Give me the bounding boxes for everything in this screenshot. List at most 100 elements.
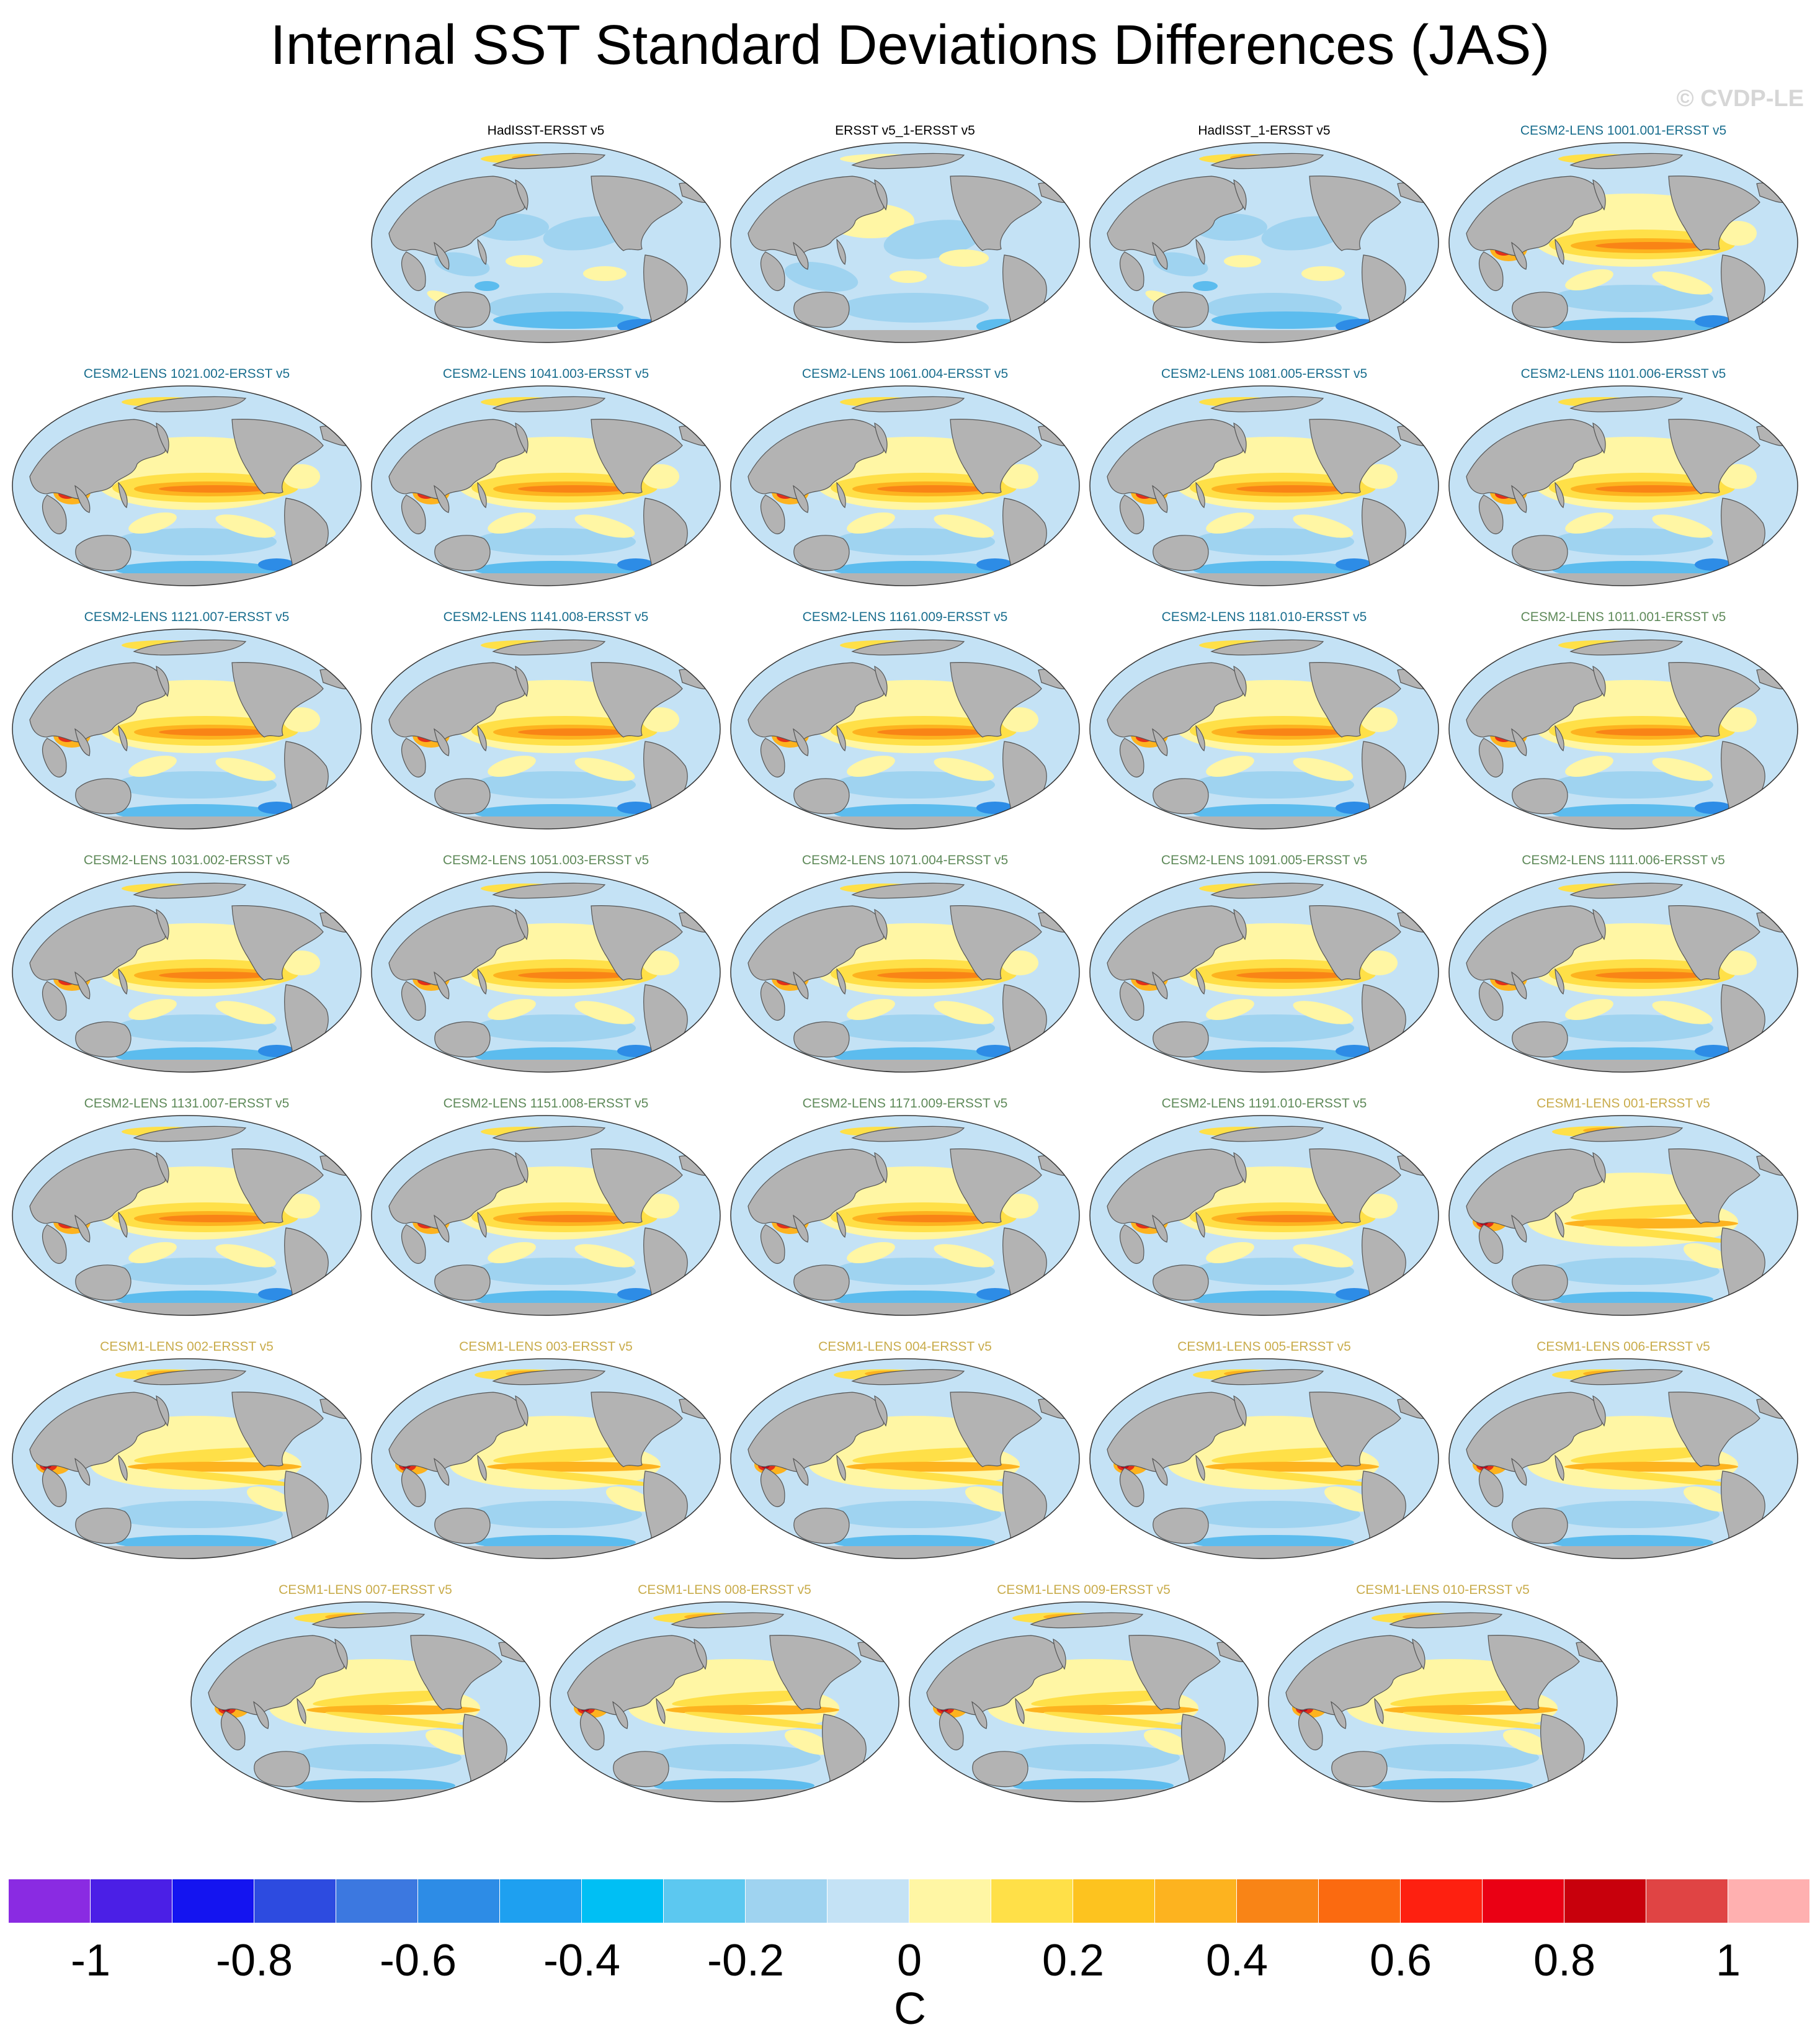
panel-label: CESM2-LENS 1161.009-ERSST v5 — [802, 610, 1008, 624]
colorbar-swatch — [1237, 1879, 1319, 1923]
panel-label: CESM1-LENS 002-ERSST v5 — [100, 1340, 274, 1354]
sst-difference-map — [550, 1601, 899, 1802]
panel-label: CESM1-LENS 010-ERSST v5 — [1356, 1583, 1530, 1597]
panel-label: CESM1-LENS 007-ERSST v5 — [279, 1583, 452, 1597]
panel-label: CESM1-LENS 008-ERSST v5 — [638, 1583, 811, 1597]
sst-difference-map — [12, 1358, 362, 1559]
sst-difference-map — [371, 385, 721, 586]
map-panel: CESM2-LENS 1101.006-ERSST v5 — [1447, 366, 1800, 612]
colorbar-swatch — [1155, 1879, 1237, 1923]
map-panel: CESM2-LENS 1131.007-ERSST v5 — [10, 1096, 364, 1341]
sst-difference-map — [1268, 1601, 1618, 1802]
map-panel: CESM1-LENS 003-ERSST v5 — [369, 1339, 723, 1585]
sst-difference-map — [371, 629, 721, 830]
colorbar-tick-label: 0.2 — [1042, 1936, 1105, 1985]
panel-label: CESM2-LENS 1091.005-ERSST v5 — [1161, 853, 1368, 867]
panel-label: CESM2-LENS 1051.003-ERSST v5 — [442, 853, 649, 867]
colorbar-tick-label: -0.6 — [379, 1936, 457, 1985]
panel-label: CESM2-LENS 1151.008-ERSST v5 — [443, 1096, 649, 1111]
colorbar-tick-label: -0.2 — [707, 1936, 785, 1985]
colorbar — [9, 1879, 1810, 1923]
colorbar-swatch — [91, 1879, 172, 1923]
panel-label: CESM1-LENS 004-ERSST v5 — [818, 1340, 992, 1354]
panel-label: CESM1-LENS 003-ERSST v5 — [459, 1340, 633, 1354]
panel-label: CESM2-LENS 1131.007-ERSST v5 — [84, 1096, 290, 1111]
sst-difference-map — [12, 872, 362, 1073]
sst-difference-map — [1089, 1358, 1439, 1559]
panel-label: CESM2-LENS 1061.004-ERSST v5 — [801, 367, 1009, 381]
colorbar-swatch — [1646, 1879, 1728, 1923]
sst-difference-map — [1448, 142, 1798, 343]
map-panel: CESM2-LENS 1171.009-ERSST v5 — [728, 1096, 1082, 1341]
panel-label: HadISST-ERSST v5 — [487, 123, 605, 138]
colorbar-swatch — [1401, 1879, 1483, 1923]
sst-difference-map — [730, 872, 1080, 1073]
watermark: © CVDP-LE — [1676, 86, 1804, 112]
map-panel: CESM1-LENS 005-ERSST v5 — [1087, 1339, 1441, 1585]
sst-difference-map — [1448, 1115, 1798, 1316]
map-panel: CESM2-LENS 1071.004-ERSST v5 — [728, 852, 1082, 1098]
map-panel: CESM2-LENS 1111.006-ERSST v5 — [1447, 852, 1800, 1098]
colorbar-swatch — [1483, 1879, 1564, 1923]
map-panel: CESM1-LENS 006-ERSST v5 — [1447, 1339, 1800, 1585]
map-panel: CESM1-LENS 001-ERSST v5 — [1447, 1096, 1800, 1341]
map-panel: CESM2-LENS 1031.002-ERSST v5 — [10, 852, 364, 1098]
colorbar-swatch — [1319, 1879, 1401, 1923]
map-panel: CESM1-LENS 010-ERSST v5 — [1266, 1582, 1620, 1828]
panel-label: CESM2-LENS 1111.006-ERSST v5 — [1522, 853, 1725, 867]
sst-difference-map — [909, 1601, 1259, 1802]
map-panel: CESM2-LENS 1151.008-ERSST v5 — [369, 1096, 723, 1341]
panel-label: CESM2-LENS 1041.003-ERSST v5 — [442, 367, 649, 381]
sst-difference-map — [371, 142, 721, 343]
panel-label: CESM1-LENS 005-ERSST v5 — [1177, 1340, 1351, 1354]
panel-label: CESM2-LENS 1011.001-ERSST v5 — [1520, 610, 1726, 624]
colorbar-swatch — [500, 1879, 582, 1923]
map-panel: HadISST_1-ERSST v5 — [1087, 123, 1441, 369]
map-panel: CESM2-LENS 1051.003-ERSST v5 — [369, 852, 723, 1098]
colorbar-swatch — [991, 1879, 1073, 1923]
sst-difference-map — [1448, 1358, 1798, 1559]
sst-difference-map — [1089, 142, 1439, 343]
colorbar-tick-label: 0.4 — [1205, 1936, 1269, 1985]
colorbar-swatch — [1564, 1879, 1646, 1923]
sst-difference-map — [12, 629, 362, 830]
panel-label: CESM2-LENS 1031.002-ERSST v5 — [83, 853, 290, 867]
sst-difference-map — [1089, 385, 1439, 586]
colorbar-tick-label: 0 — [896, 1936, 922, 1985]
sst-difference-map — [730, 629, 1080, 830]
panel-label: CESM2-LENS 1001.001-ERSST v5 — [1520, 123, 1727, 138]
map-panel: CESM2-LENS 1091.005-ERSST v5 — [1087, 852, 1441, 1098]
panel-label: CESM2-LENS 1141.008-ERSST v5 — [443, 610, 649, 624]
sst-difference-map — [371, 1358, 721, 1559]
page-title: Internal SST Standard Deviations Differe… — [270, 14, 1550, 76]
map-panel: CESM1-LENS 007-ERSST v5 — [189, 1582, 542, 1828]
map-panel: CESM2-LENS 1011.001-ERSST v5 — [1447, 609, 1800, 855]
colorbar-tick-label: -0.4 — [543, 1936, 621, 1985]
map-panel: CESM1-LENS 002-ERSST v5 — [10, 1339, 364, 1585]
map-panel: CESM2-LENS 1141.008-ERSST v5 — [369, 609, 723, 855]
map-panel: CESM2-LENS 1041.003-ERSST v5 — [369, 366, 723, 612]
map-panel: HadISST-ERSST v5 — [369, 123, 723, 369]
sst-difference-map — [12, 385, 362, 586]
sst-difference-map — [1448, 385, 1798, 586]
panel-label: CESM2-LENS 1121.007-ERSST v5 — [84, 610, 290, 624]
sst-difference-map — [730, 1115, 1080, 1316]
colorbar-swatch — [336, 1879, 418, 1923]
panel-label: CESM2-LENS 1181.010-ERSST v5 — [1161, 610, 1367, 624]
panel-label: CESM2-LENS 1081.005-ERSST v5 — [1161, 367, 1368, 381]
colorbar-swatch — [827, 1879, 909, 1923]
sst-difference-map — [371, 872, 721, 1073]
panel-label: CESM2-LENS 1191.010-ERSST v5 — [1161, 1096, 1367, 1111]
panel-label: CESM2-LENS 1101.006-ERSST v5 — [1520, 367, 1726, 381]
map-panel: CESM2-LENS 1021.002-ERSST v5 — [10, 366, 364, 612]
colorbar-units-label: C — [894, 1984, 926, 2034]
sst-difference-map — [1448, 629, 1798, 830]
colorbar-swatch — [9, 1879, 91, 1923]
sst-difference-map — [1089, 1115, 1439, 1316]
colorbar-tick-label: 0.8 — [1533, 1936, 1596, 1985]
colorbar-tick-label: -1 — [70, 1936, 111, 1985]
map-panel: CESM2-LENS 1061.004-ERSST v5 — [728, 366, 1082, 612]
panel-label: CESM2-LENS 1021.002-ERSST v5 — [83, 367, 290, 381]
sst-difference-map — [730, 385, 1080, 586]
panel-label: CESM1-LENS 001-ERSST v5 — [1537, 1096, 1710, 1111]
